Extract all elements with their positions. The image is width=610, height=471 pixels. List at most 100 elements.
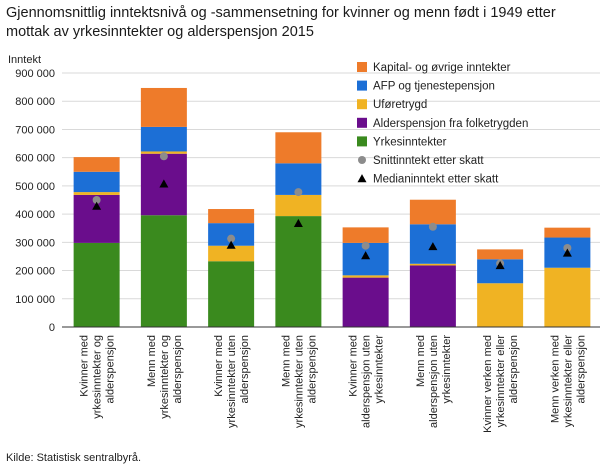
category-label: Kvinner med alderspensjon uten yrkesinntek… xyxy=(348,335,386,428)
legend-item: AFP og tjenestepensjon xyxy=(357,80,495,93)
legend-swatch xyxy=(357,174,367,183)
mean-marker xyxy=(361,241,370,250)
category-label-line: Kvinner med xyxy=(213,335,225,397)
bar-segment xyxy=(275,216,322,327)
category-label-line: yrkesinntekter og xyxy=(159,335,171,419)
category-label-line: alderspensjon xyxy=(575,335,587,404)
y-tick-label: 600 000 xyxy=(15,153,55,165)
median-marker xyxy=(159,179,169,188)
y-axis-label: Inntekt xyxy=(8,54,41,66)
bar-segment xyxy=(208,245,255,262)
category-label: Menn med yrkesinntekter og alderspensjon xyxy=(146,335,184,419)
legend-swatch xyxy=(358,156,366,164)
mean-marker xyxy=(563,243,572,252)
bar-segment xyxy=(73,192,120,195)
category-label-line: yrkesinntekter uten xyxy=(226,335,238,428)
median-marker xyxy=(293,218,303,228)
legend-label: Snittinntekt etter skatt xyxy=(373,155,484,167)
stacked-bar-chart: Inntekt 0 100 000 200 000 300 000 400 000 500… xyxy=(8,54,600,433)
legend-item: Uføretrygd xyxy=(357,99,427,111)
legend-label: Yrkesinntekter xyxy=(373,136,447,148)
legend-item: Kapital- og øvrige inntekter xyxy=(357,62,511,74)
bar-segment xyxy=(208,261,255,327)
category-label-line: yrkesinntekter eller xyxy=(562,335,574,428)
category-label: Menn verken med yrkesinntekter eller alder… xyxy=(549,335,587,428)
bar-segment xyxy=(140,87,187,127)
category-label-line: Menn med xyxy=(280,335,292,387)
source-note: Kilde: Statistisk sentralbyrå. xyxy=(6,452,142,464)
bar-segment xyxy=(409,265,456,327)
category-label-line: Menn verken med xyxy=(549,335,561,423)
bar-segment xyxy=(73,242,120,327)
bars xyxy=(73,87,591,327)
mean-marker xyxy=(159,152,168,161)
bar-segment xyxy=(73,171,120,193)
mean-marker xyxy=(92,196,101,204)
legend-label: AFP og tjenestepensjon xyxy=(373,81,495,93)
bar-segment xyxy=(275,132,322,164)
category-label: Kvinner med yrkesinntekter og alderspensjo… xyxy=(79,335,117,419)
legend-swatch xyxy=(357,136,367,147)
legend-label: Uføretrygd xyxy=(373,99,427,111)
legend-label: Kapital- og øvrige inntekter xyxy=(373,62,511,74)
y-tick-label: 0 xyxy=(49,322,55,334)
category-label-line: alderspensjon xyxy=(172,335,184,404)
legend-label: Medianinntekt etter skatt xyxy=(373,174,499,186)
legend: Kapital- og øvrige inntekter AFP og tjene… xyxy=(357,62,528,186)
bar-segment xyxy=(409,263,456,266)
legend-item: Alderspensjon fra folketrygden xyxy=(357,117,528,130)
bar-segment xyxy=(477,259,524,284)
y-tick-label: 400 000 xyxy=(15,209,55,221)
bar-segment xyxy=(544,267,591,327)
mean-marker xyxy=(294,188,303,197)
category-label-line: alderspensjon xyxy=(306,335,318,404)
chart-title-line-1: Gjennomsnittlig inntektsnivå og -sammens… xyxy=(6,5,556,21)
mean-marker xyxy=(227,234,236,243)
y-tick-label: 300 000 xyxy=(15,237,55,249)
category-label-line: yrkesinntekter uten xyxy=(293,335,305,428)
category-label: Kvinner verken med yrkesinntekter eller al… xyxy=(482,335,520,433)
median-marker xyxy=(92,201,102,210)
bar-segment xyxy=(208,223,255,246)
legend-swatch xyxy=(357,117,367,128)
bar-segment xyxy=(140,126,187,152)
category-label-line: Kvinner med xyxy=(348,335,360,397)
category-labels: Kvinner med yrkesinntekter og alderspensjo… xyxy=(79,335,588,433)
median-marker xyxy=(562,248,572,257)
legend-item: Snittinntekt etter skatt xyxy=(358,155,484,167)
y-axis-ticks: 0 100 000 200 000 300 000 400 000 500 000 600 … xyxy=(15,68,55,334)
legend-item: Medianinntekt etter skatt xyxy=(357,174,499,186)
category-label-line: alderspensjon uten xyxy=(361,335,373,428)
median-marker xyxy=(226,240,236,249)
category-label-line: Kvinner med xyxy=(79,335,91,397)
bar-segment xyxy=(477,249,524,260)
mean-marker xyxy=(428,222,437,231)
bar-segment xyxy=(140,215,187,327)
legend-swatch xyxy=(357,80,367,91)
category-label-line: yrkesinntekter xyxy=(374,335,386,404)
y-tick-label: 500 000 xyxy=(15,181,55,193)
chart-title-line-2: mottak av yrkesinntekter og alderspensjo… xyxy=(6,24,314,40)
bar-segment xyxy=(208,209,255,224)
median-marker xyxy=(361,251,371,260)
median-marker xyxy=(428,242,438,251)
bar-segment xyxy=(544,227,591,238)
legend-swatch xyxy=(357,99,367,110)
y-tick-label: 100 000 xyxy=(15,294,55,306)
category-label-line: Menn med xyxy=(146,335,158,387)
y-tick-label: 200 000 xyxy=(15,266,55,278)
bar-segment xyxy=(342,277,389,327)
bar-segment xyxy=(342,227,389,243)
legend-swatch xyxy=(357,62,367,72)
category-label-line: Kvinner verken med xyxy=(482,335,494,433)
category-label-line: alderspensjon xyxy=(508,335,520,404)
category-label: Kvinner med yrkesinntekter uten alderspens… xyxy=(213,335,251,428)
category-label-line: Menn med xyxy=(415,335,427,387)
bar-segment xyxy=(73,157,120,172)
median-marker xyxy=(495,260,505,270)
y-tick-label: 900 000 xyxy=(15,68,55,80)
category-label-line: alderspensjon xyxy=(239,335,251,404)
bar-segment xyxy=(342,275,389,278)
y-tick-label: 800 000 xyxy=(15,96,55,108)
category-label-line: yrkesinntekter og xyxy=(92,335,104,419)
